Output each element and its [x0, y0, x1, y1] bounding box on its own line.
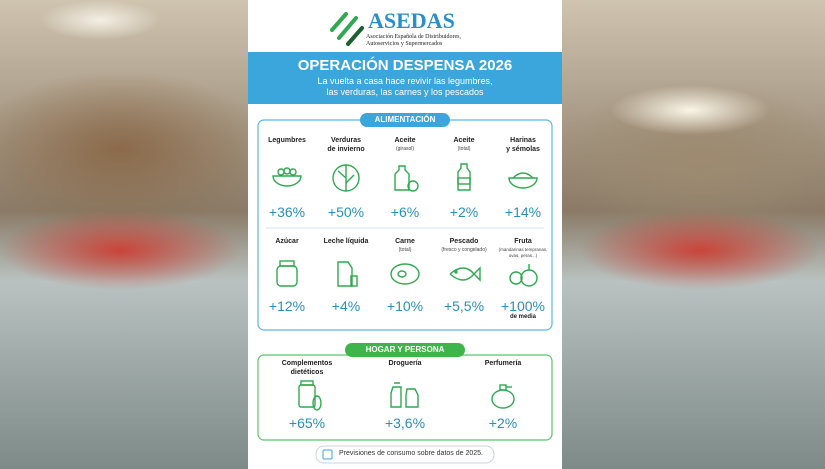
item-value: +14% — [504, 204, 542, 220]
item-value: +3,6% — [384, 415, 426, 431]
item-icon — [390, 263, 420, 285]
org-name: Asociación Española de Distribuidores, A… — [366, 34, 461, 48]
item-label: Carne — [395, 238, 415, 245]
item-icon — [394, 165, 419, 192]
banner-subtitle: La vuelta a casa hace revivir las legumb… — [317, 76, 492, 98]
item-icon — [509, 264, 538, 287]
item-label: Verduras — [331, 137, 361, 144]
item-sublabel: (fresco y congelado) — [441, 247, 487, 253]
item-value: +50% — [327, 204, 365, 220]
item-icon — [276, 260, 298, 287]
item-label: Perfumería — [484, 360, 522, 367]
item-icon — [508, 172, 538, 189]
item-value: +2% — [488, 415, 518, 431]
calendar-icon — [322, 449, 333, 460]
item-icon — [457, 163, 471, 191]
item-label: Leche líquida — [323, 238, 369, 245]
item-icon — [449, 266, 481, 282]
item-icon — [332, 164, 360, 192]
section-pill — [360, 113, 450, 127]
item-label: Fruta — [514, 238, 532, 245]
item-label: Complementos — [281, 360, 333, 367]
item-label: Pescado — [449, 238, 479, 245]
footer-pill — [315, 445, 495, 464]
item-label: Aceite — [394, 137, 416, 144]
item-value: +65% — [288, 415, 326, 431]
subtitle-line: las verduras, las carnes y los pescados — [326, 87, 484, 97]
footer-note: Previsiones de consumo sobre datos de 20… — [339, 450, 483, 457]
item-label: Legumbres — [268, 137, 306, 144]
subtitle-line: La vuelta a casa hace revivir las legumb… — [317, 76, 493, 86]
item-sublabel: y sémolas — [506, 146, 540, 153]
item-value: +4% — [331, 298, 361, 314]
item-value: +12% — [268, 298, 306, 314]
item-value: +2% — [449, 204, 479, 220]
section-title: HOGAR Y PERSONA — [365, 345, 445, 354]
logo-text: ASEDAS — [368, 8, 455, 33]
item-icon — [272, 167, 302, 187]
item-sublabel: de invierno — [327, 146, 365, 153]
org-line: Asociación Española de Distribuidores, — [366, 34, 461, 40]
org-line: Autoservicios y Supermercados — [366, 41, 443, 47]
icons — [272, 163, 538, 411]
item-label: Droguería — [388, 360, 422, 367]
item-sublabel: dietéticos — [290, 369, 324, 376]
item-sublabel: (total) — [398, 247, 412, 253]
item-sublabel: uvas, peras...) — [508, 253, 538, 258]
item-sublabel: (total) — [457, 146, 471, 152]
banner-title: OPERACIÓN DESPENSA 2026 — [297, 57, 513, 74]
item-label: Aceite — [453, 137, 475, 144]
item-icon — [337, 261, 358, 287]
item-label: Harinas — [510, 137, 536, 144]
item-icon — [491, 384, 515, 409]
item-value: +10% — [386, 298, 424, 314]
item-sublabel: (girasol) — [395, 146, 415, 152]
item-value: +6% — [390, 204, 420, 220]
item-label: Azúcar — [275, 238, 299, 245]
section-title: ALIMENTACIÓN — [374, 115, 436, 124]
section-pill — [345, 343, 465, 357]
item-note: de media — [509, 314, 537, 320]
logo-mark — [330, 12, 364, 46]
item-sublabel: (mandarinas tempranas, — [498, 247, 548, 252]
item-icon — [298, 380, 322, 411]
banner-bg — [248, 52, 562, 104]
item-value: +36% — [268, 204, 306, 220]
item-value: +5,5% — [443, 298, 485, 314]
item-icon — [390, 382, 419, 408]
item-value: +100% — [501, 298, 545, 314]
